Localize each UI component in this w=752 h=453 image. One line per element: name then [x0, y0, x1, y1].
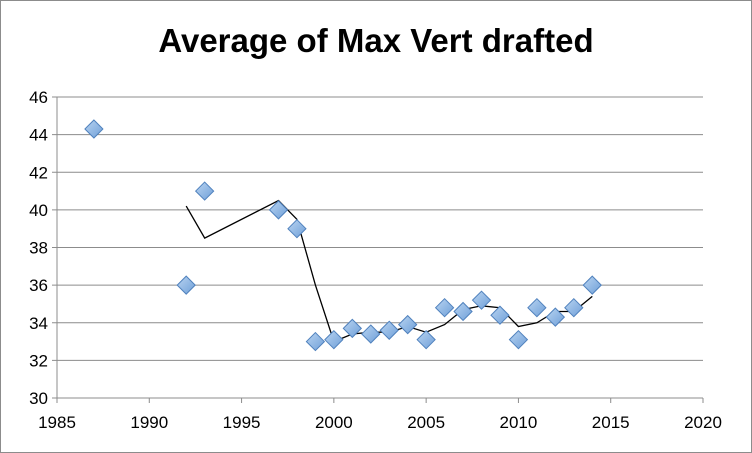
y-tick-label: 44 — [29, 126, 48, 145]
data-point-diamond — [361, 324, 381, 344]
data-point-diamond — [490, 305, 510, 325]
data-point-diamond — [176, 275, 196, 295]
y-tick-label: 36 — [29, 276, 48, 295]
x-tick-label: 1995 — [223, 413, 261, 432]
data-point-diamond — [194, 181, 215, 201]
x-tick-label: 1985 — [38, 413, 76, 432]
data-point-diamond — [564, 297, 584, 318]
data-point-diamond — [324, 329, 344, 350]
y-tick-label: 46 — [29, 88, 48, 107]
y-tick-label: 38 — [29, 239, 48, 258]
x-tick-label: 2020 — [684, 413, 722, 432]
data-point-diamond — [453, 301, 473, 322]
x-tick-label: 1990 — [130, 413, 168, 432]
data-point-diamond — [527, 297, 547, 318]
data-point-diamond — [416, 329, 436, 350]
data-point-diamond — [379, 320, 399, 340]
x-tick-label: 2000 — [315, 413, 353, 432]
data-point-diamond — [471, 290, 492, 310]
y-tick-label: 42 — [29, 163, 48, 182]
data-point-diamond — [84, 119, 104, 139]
x-tick-label: 2010 — [500, 413, 538, 432]
x-tick-label: 2005 — [407, 413, 445, 432]
x-tick-label: 2015 — [592, 413, 630, 432]
y-tick-label: 32 — [29, 351, 48, 370]
data-point-diamond — [342, 318, 363, 339]
y-tick-label: 34 — [29, 314, 48, 333]
y-tick-label: 30 — [29, 389, 48, 408]
data-point-diamond — [545, 307, 566, 327]
data-point-diamond — [582, 275, 602, 295]
trend-line — [185, 199, 593, 343]
data-point-diamond — [268, 200, 289, 220]
data-point-diamond — [287, 218, 307, 239]
data-point-diamond — [305, 331, 326, 352]
data-point-diamond — [397, 314, 418, 335]
y-tick-label: 40 — [29, 201, 48, 220]
data-point-diamond — [508, 329, 529, 350]
chart-title: Average of Max Vert drafted — [158, 22, 594, 59]
data-point-diamond — [434, 297, 455, 318]
